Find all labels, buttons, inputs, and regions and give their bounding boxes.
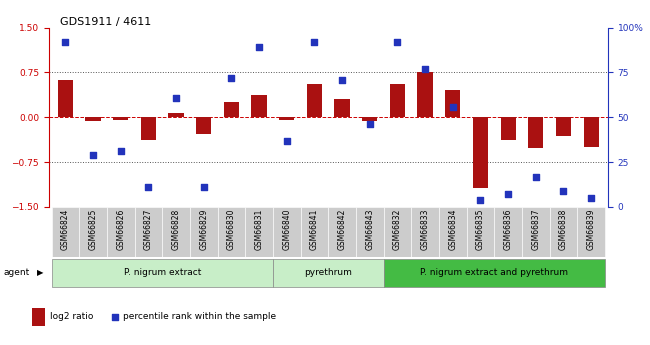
Bar: [335, 99, 350, 117]
Point: [309, 39, 320, 45]
Point: [198, 185, 209, 190]
Bar: [224, 102, 239, 117]
Point: [171, 95, 181, 100]
Point: [530, 174, 541, 179]
Bar: [300, 207, 328, 257]
Bar: [279, 117, 294, 120]
Text: GSM66825: GSM66825: [88, 208, 98, 250]
Text: GSM66836: GSM66836: [504, 208, 513, 250]
Text: GSM66831: GSM66831: [255, 208, 263, 250]
Point: [88, 152, 98, 158]
Bar: [417, 72, 433, 117]
Point: [503, 192, 514, 197]
Bar: [168, 112, 184, 117]
Bar: [190, 207, 218, 257]
Text: GSM66835: GSM66835: [476, 208, 485, 250]
Bar: [584, 117, 599, 147]
Bar: [411, 207, 439, 257]
Text: GSM66824: GSM66824: [61, 208, 70, 250]
Text: P. nigrum extract: P. nigrum extract: [124, 268, 201, 277]
Text: GSM66834: GSM66834: [448, 208, 458, 250]
Bar: [58, 80, 73, 117]
Point: [586, 195, 596, 201]
Bar: [307, 85, 322, 117]
Text: pyrethrum: pyrethrum: [304, 268, 352, 277]
Text: percentile rank within the sample: percentile rank within the sample: [123, 312, 276, 322]
Bar: [384, 207, 411, 257]
Bar: [445, 90, 460, 117]
Text: GSM66840: GSM66840: [282, 208, 291, 250]
Bar: [196, 117, 211, 134]
Text: log2 ratio: log2 ratio: [50, 312, 94, 322]
Bar: [51, 259, 273, 286]
Point: [60, 39, 71, 45]
Point: [365, 122, 375, 127]
Bar: [550, 207, 577, 257]
Bar: [85, 117, 101, 121]
Bar: [51, 207, 79, 257]
Text: GSM66832: GSM66832: [393, 208, 402, 250]
Text: GSM66826: GSM66826: [116, 208, 125, 250]
Bar: [135, 207, 162, 257]
Bar: [439, 207, 467, 257]
Bar: [218, 207, 245, 257]
Text: GSM66827: GSM66827: [144, 208, 153, 250]
Bar: [273, 207, 300, 257]
Text: agent: agent: [3, 268, 29, 277]
Point: [143, 185, 153, 190]
Text: P. nigrum extract and pyrethrum: P. nigrum extract and pyrethrum: [421, 268, 568, 277]
Text: GSM66843: GSM66843: [365, 208, 374, 250]
Bar: [141, 117, 156, 140]
Text: GSM66837: GSM66837: [531, 208, 540, 250]
Bar: [556, 117, 571, 136]
Bar: [162, 207, 190, 257]
Bar: [494, 207, 522, 257]
Text: GSM66838: GSM66838: [559, 208, 568, 250]
Bar: [577, 207, 605, 257]
Bar: [467, 207, 494, 257]
Bar: [390, 85, 405, 117]
Point: [337, 77, 347, 82]
Bar: [384, 259, 605, 286]
Text: GSM66839: GSM66839: [587, 208, 595, 250]
Bar: [107, 207, 135, 257]
Bar: [362, 117, 378, 121]
Bar: [79, 207, 107, 257]
Point: [448, 104, 458, 109]
Bar: [273, 259, 384, 286]
Point: [420, 66, 430, 72]
Bar: [500, 117, 515, 140]
Bar: [245, 207, 273, 257]
Point: [254, 45, 265, 50]
Bar: [113, 117, 128, 120]
Text: GSM66842: GSM66842: [337, 208, 346, 250]
Point: [558, 188, 569, 194]
Text: GSM66829: GSM66829: [199, 208, 208, 250]
Text: GSM66830: GSM66830: [227, 208, 236, 250]
Point: [109, 314, 120, 319]
Bar: [252, 95, 266, 117]
Point: [226, 75, 237, 81]
Bar: [528, 117, 543, 148]
Text: GSM66841: GSM66841: [310, 208, 319, 250]
Text: GDS1911 / 4611: GDS1911 / 4611: [60, 17, 151, 27]
Point: [281, 138, 292, 144]
Bar: [356, 207, 384, 257]
Bar: [522, 207, 550, 257]
Point: [475, 197, 486, 203]
Text: GSM66828: GSM66828: [172, 208, 181, 250]
Bar: [473, 117, 488, 188]
Bar: [328, 207, 356, 257]
Text: ▶: ▶: [37, 268, 44, 277]
Point: [116, 149, 126, 154]
Point: [392, 39, 402, 45]
Text: GSM66833: GSM66833: [421, 208, 430, 250]
Bar: [32, 308, 45, 326]
